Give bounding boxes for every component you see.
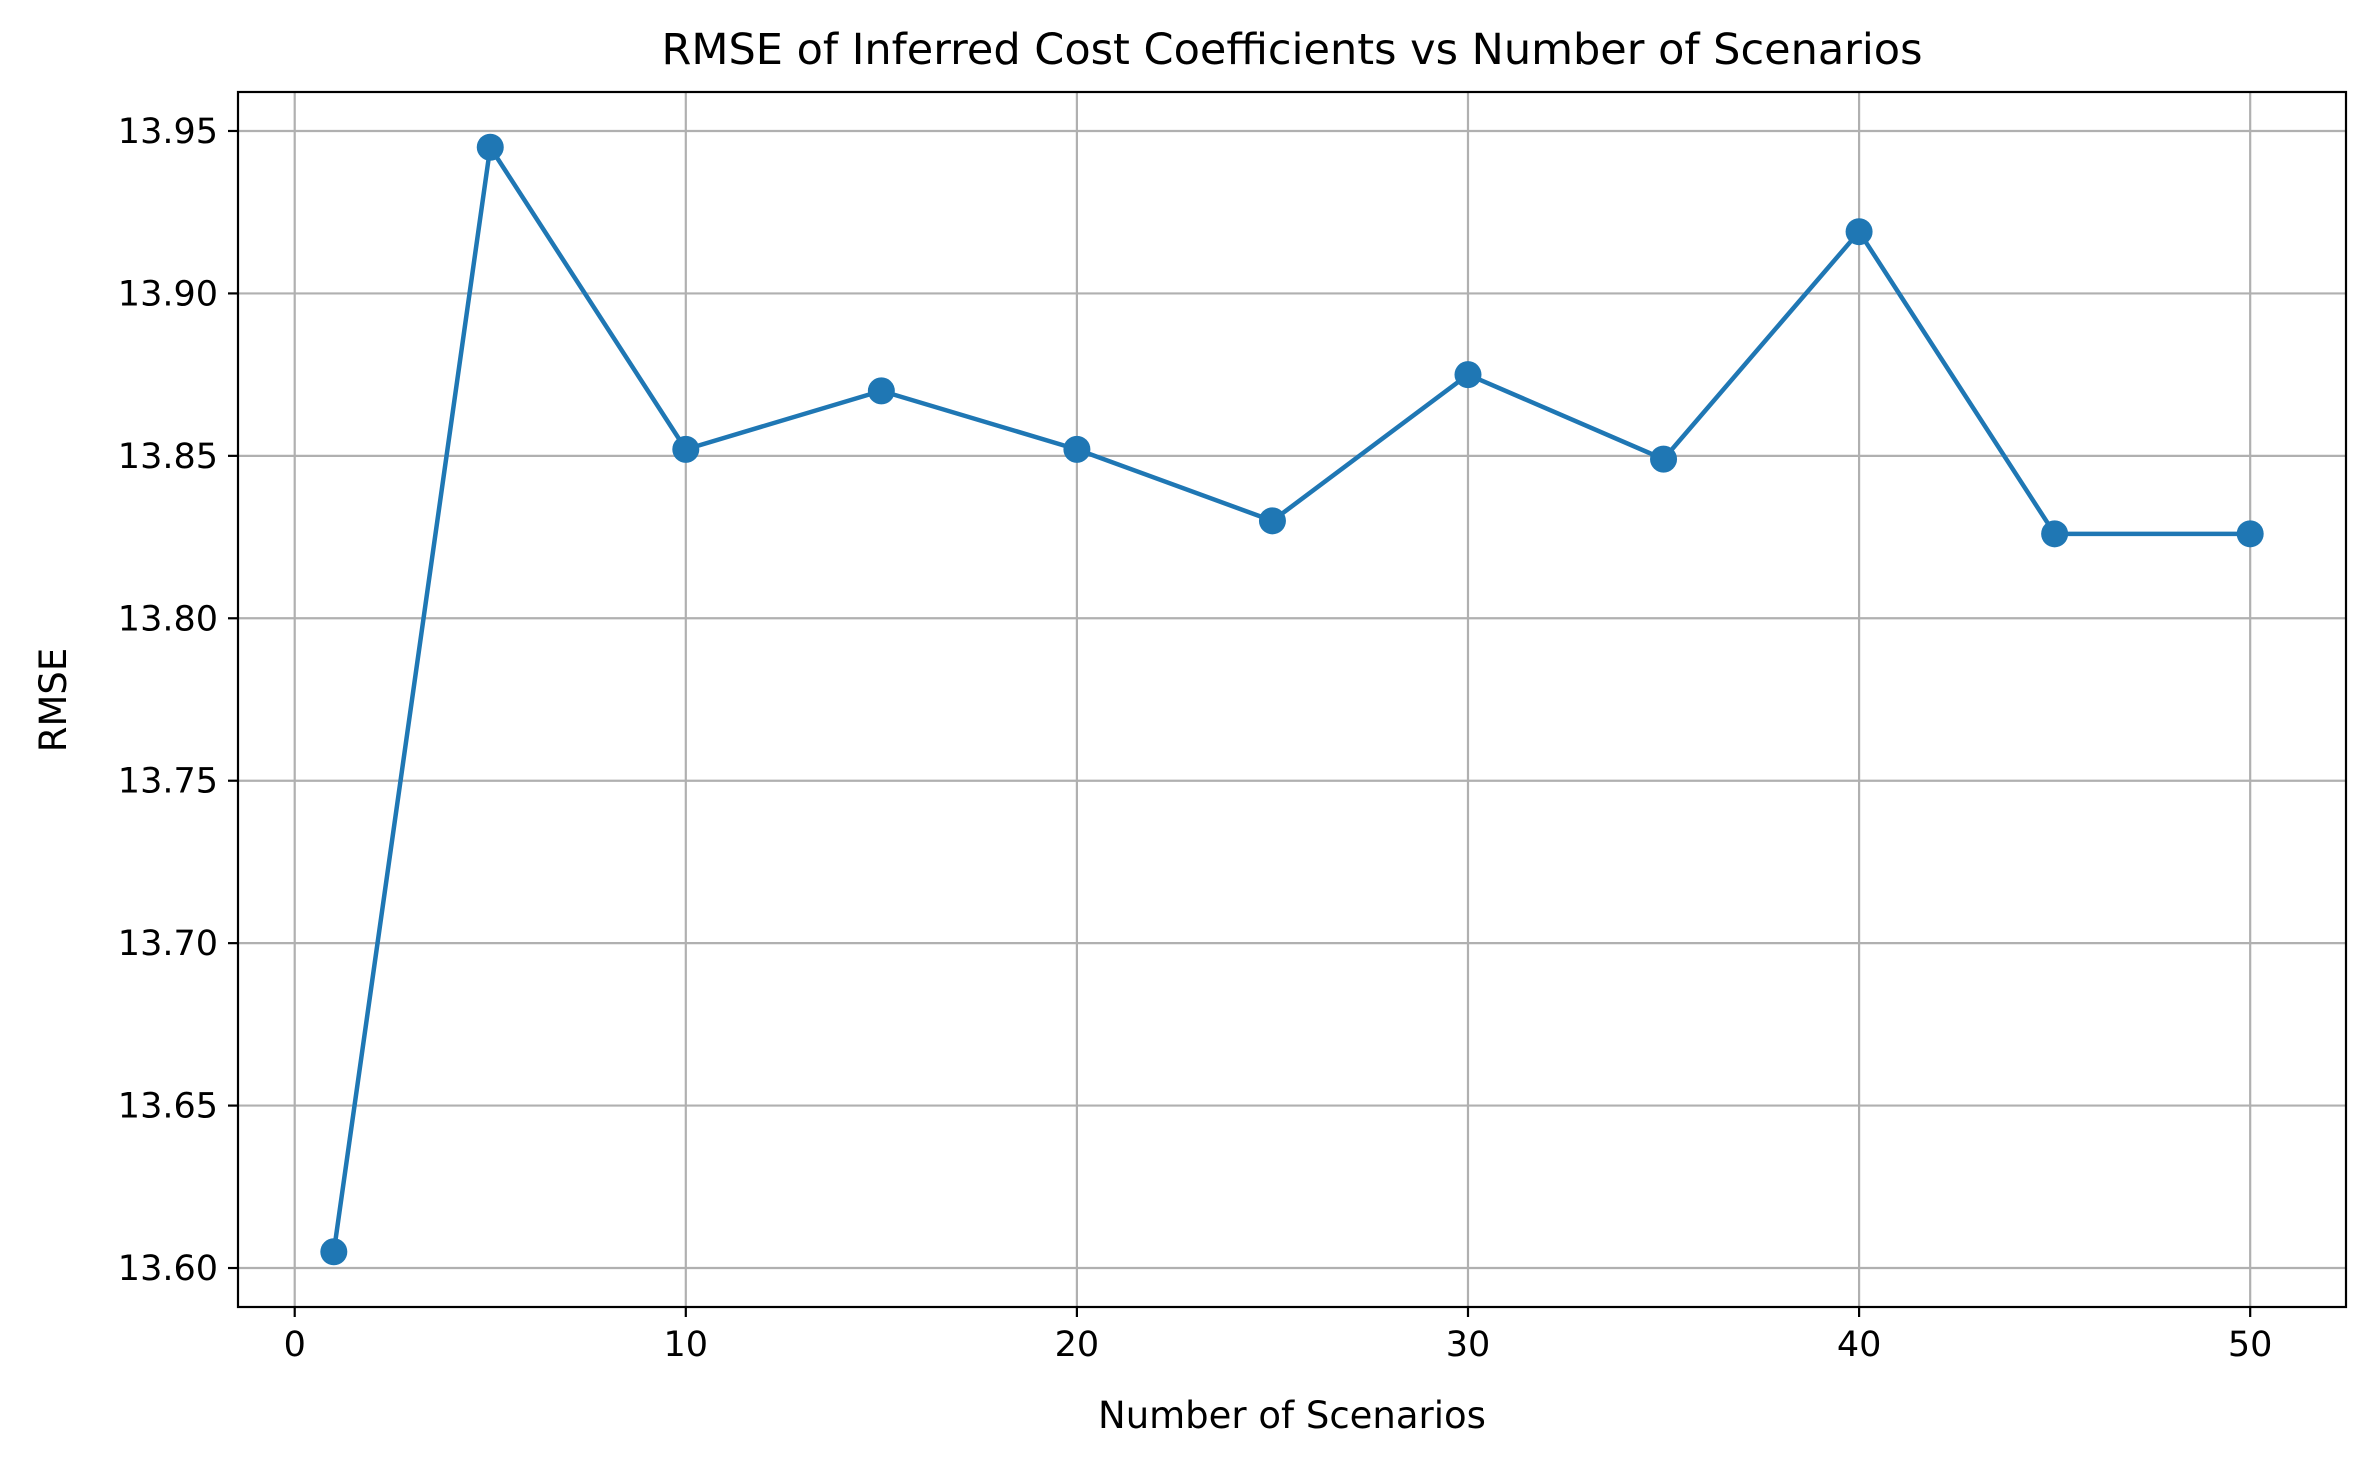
y-tick-label: 13.85 — [118, 437, 218, 477]
y-tick-label: 13.60 — [118, 1249, 218, 1289]
data-point — [2041, 520, 2069, 548]
y-tick-label: 13.80 — [118, 599, 218, 639]
grid — [238, 92, 2346, 1307]
data-point — [867, 377, 895, 405]
plot-frame — [236, 90, 2348, 1309]
y-tick-label: 13.75 — [118, 762, 218, 802]
chart-title: RMSE of Inferred Cost Coefficients vs Nu… — [661, 25, 1922, 75]
y-tick-label: 13.70 — [118, 924, 218, 964]
data-point — [476, 133, 504, 161]
x-tick-label: 10 — [664, 1325, 709, 1365]
data-point — [2236, 520, 2264, 548]
x-tick-label: 50 — [2228, 1325, 2273, 1365]
data-point — [320, 1238, 348, 1266]
data-point — [1258, 507, 1286, 535]
y-axis-label: RMSE — [32, 648, 75, 753]
ticks: 0 10 20 30 40 50 13.60 13.65 13.70 13.75 13.80 13.8… — [118, 112, 2273, 1365]
x-axis-label: Number of Scenarios — [1098, 1394, 1486, 1437]
x-tick-label: 20 — [1055, 1325, 1100, 1365]
y-tick-label: 13.90 — [118, 274, 218, 314]
x-tick-label: 30 — [1446, 1325, 1491, 1365]
series-layer — [320, 133, 2264, 1266]
x-tick-label: 0 — [284, 1325, 306, 1365]
data-point — [1845, 218, 1873, 246]
data-point — [1650, 445, 1678, 473]
data-point — [672, 435, 700, 463]
y-tick-label: 13.65 — [118, 1087, 218, 1127]
y-tick-label: 13.95 — [118, 112, 218, 152]
x-tick-label: 40 — [1837, 1325, 1882, 1365]
data-point — [1454, 361, 1482, 389]
data-point — [1063, 435, 1091, 463]
